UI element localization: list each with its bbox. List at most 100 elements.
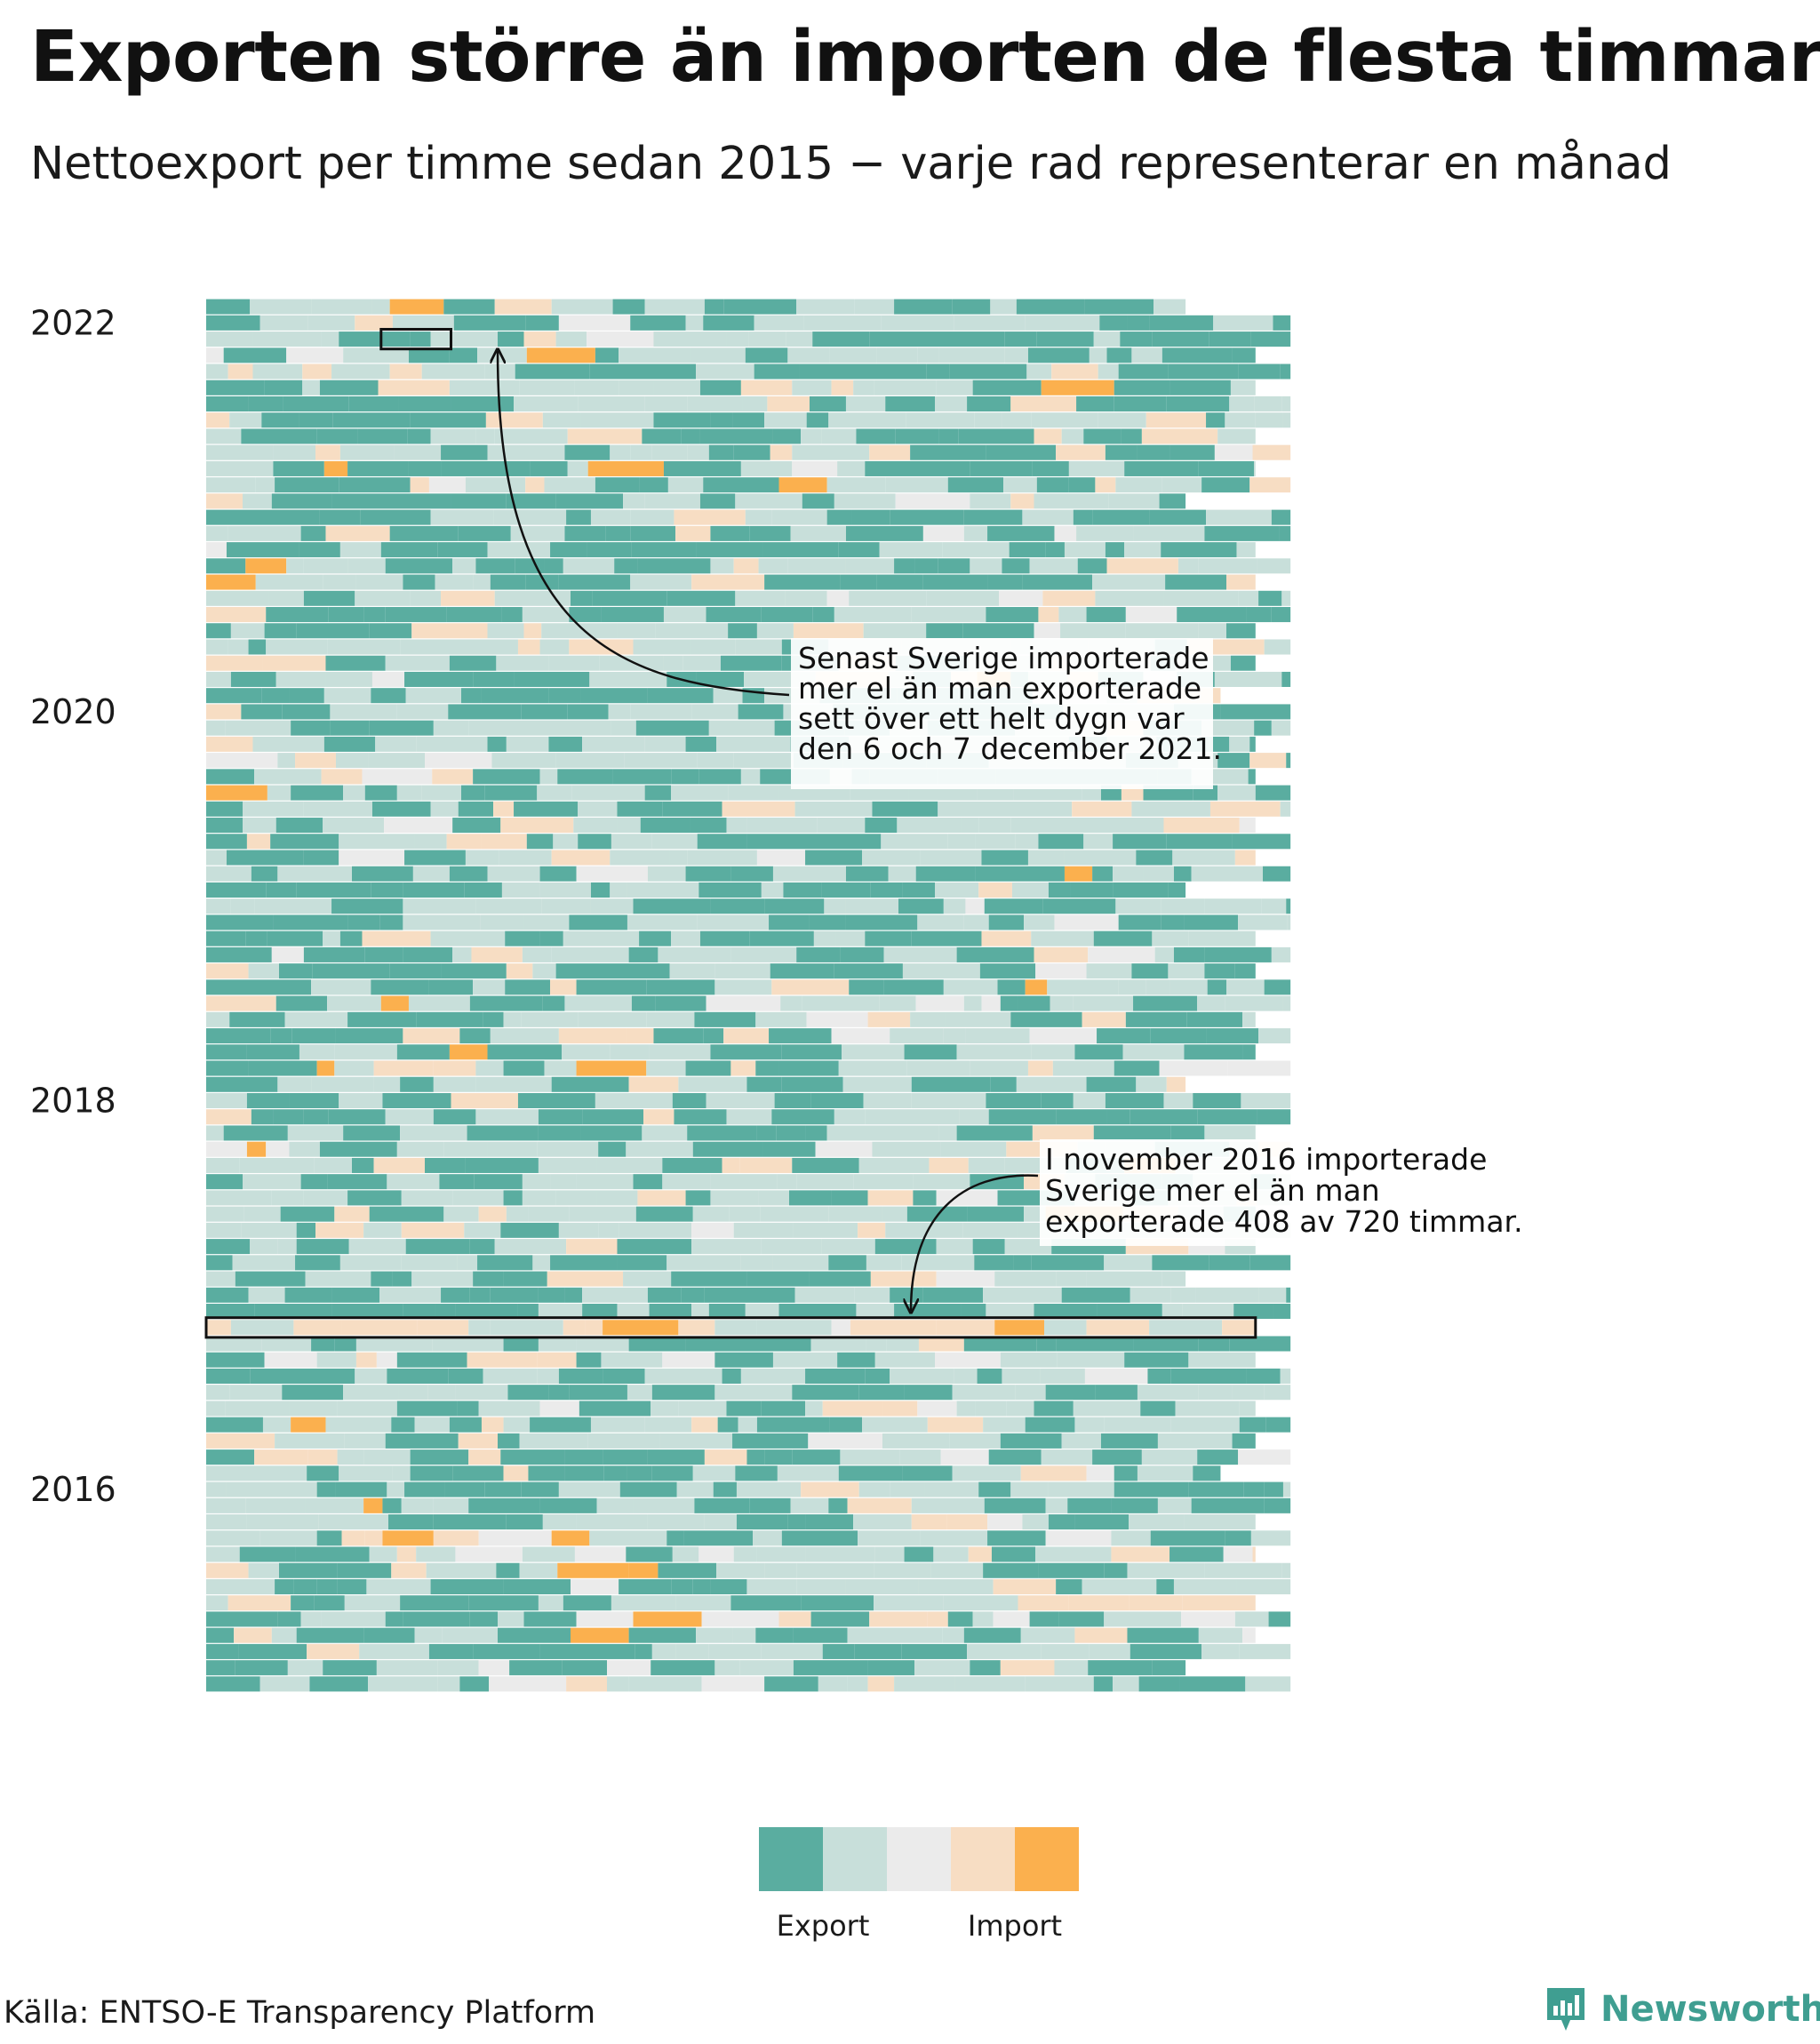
heatmap-cell-2016-4-11: [882, 1433, 950, 1449]
heatmap-cell-2020-2-4: [371, 688, 406, 704]
heatmap-cell-2015-9-17: [933, 1546, 969, 1562]
heatmap-cell-2016-1-15: [801, 1481, 859, 1497]
heatmap-cell-2017-8-15: [853, 1174, 914, 1190]
heatmap-cell-2021-1-20: [1206, 509, 1272, 525]
heatmap-cell-2019-12-2: [291, 720, 331, 736]
heatmap-cell-2015-8-3: [337, 1562, 392, 1578]
heatmap-cell-2021-12-0: [206, 331, 253, 347]
heatmap-cell-2017-9-8: [596, 1157, 663, 1173]
heatmap-cell-2020-5-21: [1264, 639, 1291, 655]
heatmap-cell-2019-1-7: [590, 898, 634, 914]
heatmap-cell-2019-10-9: [624, 753, 698, 769]
heatmap-cell-2019-11-22: [1249, 736, 1256, 752]
heatmap-cell-2018-9-5: [441, 963, 507, 979]
heatmap-cell-2016-10-11: [753, 1336, 811, 1352]
heatmap-cell-2015-11-8: [647, 1514, 705, 1530]
heatmap-cell-2020-10-25: [1106, 558, 1178, 574]
heatmap-cell-2015-9-23: [1223, 1546, 1253, 1562]
heatmap-cell-2020-1-6: [521, 704, 568, 720]
heatmap-cell-2020-2-0: [206, 688, 262, 704]
heatmap-cell-2018-8-22: [1226, 979, 1265, 995]
heatmap-cell-2017-4-7: [469, 1239, 495, 1255]
heatmap-cell-2021-2-0: [206, 493, 243, 509]
heatmap-cell-2020-8-15: [999, 590, 1043, 606]
heatmap-cell-2015-8-8: [557, 1562, 629, 1578]
heatmap-cell-2017-5-7: [500, 1222, 559, 1238]
heatmap-cell-2015-12-15: [847, 1497, 912, 1513]
heatmap-cell-2020-9-12: [764, 574, 841, 590]
heatmap-cell-2017-6-15: [882, 1206, 907, 1222]
heatmap-cell-2021-4-16: [970, 460, 1033, 476]
heatmap-cell-2016-3-13: [764, 1449, 793, 1465]
heatmap-cell-2019-3-14: [888, 866, 916, 882]
heatmap-cell-2019-8-13: [728, 785, 779, 801]
heatmap-cell-2016-10-8: [576, 1336, 629, 1352]
heatmap-cell-2021-12-4: [410, 331, 431, 347]
heatmap-cell-2021-12-1: [252, 331, 322, 347]
heatmap-cell-2021-10-12: [754, 363, 800, 379]
heatmap-cell-2021-6-4: [407, 428, 431, 444]
heatmap-cell-2017-4-16: [972, 1239, 1005, 1255]
heatmap-cell-2017-11-7: [580, 1125, 643, 1141]
heatmap-cell-2018-8-3: [371, 979, 429, 995]
heatmap-cell-2016-2-18: [952, 1465, 1021, 1481]
heatmap-cell-2015-7-15: [845, 1578, 919, 1594]
heatmap-cell-2019-7-0: [206, 801, 243, 817]
heatmap-cell-2020-7-2: [328, 607, 364, 623]
heatmap-cell-2021-10-9: [589, 363, 643, 379]
heatmap-cell-2019-5-21: [1083, 834, 1114, 850]
heatmap-cell-2015-4-7: [498, 1627, 571, 1643]
legend-label-import: Import: [968, 1909, 1062, 1943]
heatmap-cell-2018-8-17: [1047, 979, 1119, 995]
heatmap-cell-2018-7-19: [1050, 995, 1074, 1011]
heatmap-cell-2016-3-9: [603, 1449, 648, 1465]
heatmap-cell-2019-1-1: [230, 898, 255, 914]
heatmap-cell-2018-6-6: [503, 1011, 522, 1027]
heatmap-cell-2018-4-11: [781, 1044, 842, 1060]
heatmap-cell-2017-5-3: [315, 1222, 364, 1238]
heatmap-cell-2017-7-5: [452, 1190, 504, 1206]
heatmap-cell-2018-11-19: [1031, 930, 1094, 946]
heatmap-cell-2016-12-20: [1097, 1304, 1162, 1320]
heatmap-cell-2015-6-2: [291, 1595, 315, 1611]
heatmap-cell-2022-1-12: [754, 315, 804, 331]
heatmap-cell-2019-5-22: [1113, 834, 1167, 850]
heatmap-cell-2020-11-3: [339, 542, 381, 558]
heatmap-cell-2021-6-19: [1034, 428, 1062, 444]
heatmap-cell-2016-4-10: [808, 1433, 882, 1449]
heatmap-cell-2016-4-14: [1061, 1433, 1101, 1449]
heatmap-cell-2016-11-13: [756, 1320, 832, 1336]
heatmap-cell-2019-8-5: [396, 785, 422, 801]
heatmap-cell-2021-10-1: [228, 363, 253, 379]
heatmap-cell-2017-10-15: [940, 1141, 1007, 1157]
heatmap-cell-2016-6-14: [822, 1401, 882, 1417]
heatmap-cell-2016-1-14: [736, 1481, 802, 1497]
heatmap-cell-2015-4-17: [963, 1627, 1021, 1643]
heatmap-cell-2017-3-5: [457, 1255, 478, 1271]
heatmap-cell-2019-1-8: [633, 898, 711, 914]
heatmap-cell-2020-8-13: [849, 590, 927, 606]
heatmap-cell-2019-7-12: [722, 801, 795, 817]
heatmap-cell-2021-1-19: [1149, 509, 1207, 525]
heatmap-cell-2020-10-19: [914, 558, 938, 574]
heatmap-cell-2018-2-6: [475, 1076, 552, 1092]
heatmap-cell-2016-5-17: [862, 1417, 928, 1433]
heatmap-cell-2017-1-1: [248, 1287, 285, 1303]
heatmap-cell-2019-10-2: [295, 753, 336, 769]
heatmap-cell-2016-7-5: [427, 1385, 456, 1401]
heatmap-cell-2015-4-12: [755, 1627, 794, 1643]
heatmap-cell-2016-2-23: [1193, 1465, 1221, 1481]
heatmap-cell-2018-2-10: [746, 1076, 782, 1092]
heatmap-cell-2017-4-0: [206, 1239, 251, 1255]
heatmap-cell-2021-11-14: [876, 347, 918, 363]
heatmap-cell-2020-1-0: [206, 704, 242, 720]
heatmap-cell-2017-6-9: [569, 1206, 636, 1222]
heatmap-cell-2021-4-19: [1124, 460, 1199, 476]
heatmap-cell-2017-1-17: [890, 1287, 923, 1303]
heatmap-cell-2021-1-14: [890, 509, 964, 525]
heatmap-cell-2017-11-2: [287, 1125, 344, 1141]
heatmap-cell-2020-2-5: [405, 688, 461, 704]
heatmap-cell-2020-7-8: [569, 607, 602, 623]
heatmap-cell-2018-1-9: [706, 1093, 775, 1109]
heatmap-cell-2017-7-9: [596, 1190, 638, 1206]
